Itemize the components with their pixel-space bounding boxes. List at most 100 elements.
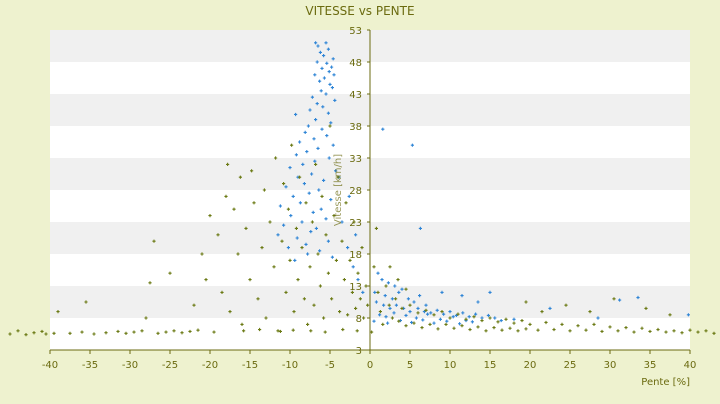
data-point — [336, 175, 340, 179]
y-axis-label: Vitesse [km/h] — [333, 154, 344, 226]
data-point — [476, 325, 480, 329]
data-point — [330, 255, 334, 259]
data-point — [148, 281, 152, 285]
data-point — [440, 290, 444, 294]
x-tick-label: 20 — [524, 360, 537, 371]
data-point — [226, 162, 230, 166]
data-point — [84, 300, 88, 304]
data-point — [456, 312, 460, 316]
data-point — [68, 331, 72, 335]
data-point — [327, 70, 331, 74]
data-point — [216, 233, 220, 237]
data-point — [592, 322, 596, 326]
data-point — [318, 249, 322, 253]
data-point — [356, 278, 360, 282]
data-point — [480, 318, 484, 323]
data-point — [325, 134, 329, 138]
data-point — [334, 258, 338, 262]
data-point — [164, 330, 168, 334]
data-point — [640, 326, 644, 330]
data-point — [512, 317, 516, 321]
data-point — [322, 178, 326, 182]
data-point — [252, 201, 256, 205]
data-point — [317, 188, 321, 192]
y-tick-label: 13 — [349, 282, 362, 293]
data-point — [204, 278, 208, 282]
data-point — [258, 327, 262, 332]
data-point — [250, 169, 254, 173]
data-point — [324, 233, 328, 237]
y-tick-label: 48 — [349, 58, 362, 69]
data-point — [361, 290, 365, 294]
data-point — [314, 226, 318, 230]
y-tick-label: 3 — [356, 346, 362, 357]
data-point — [636, 295, 640, 300]
data-point — [278, 204, 282, 208]
data-point — [172, 329, 176, 333]
data-point — [416, 306, 420, 310]
data-point — [500, 328, 504, 332]
data-point — [388, 306, 392, 310]
data-point — [300, 220, 304, 224]
data-point — [298, 140, 302, 144]
data-point — [291, 194, 295, 198]
data-point — [346, 246, 350, 250]
data-point — [326, 239, 330, 243]
data-point — [294, 153, 298, 157]
data-point — [524, 300, 528, 304]
data-point — [378, 310, 382, 314]
series-1 — [8, 124, 716, 337]
data-point — [286, 207, 290, 211]
data-point — [322, 54, 326, 58]
data-point — [378, 313, 382, 317]
data-point — [468, 327, 472, 332]
data-point — [320, 66, 324, 70]
data-point — [476, 300, 480, 304]
data-point — [308, 265, 312, 269]
y-tick-label: 23 — [349, 218, 362, 229]
data-point — [540, 310, 544, 314]
data-point — [340, 220, 344, 224]
data-point — [325, 61, 329, 65]
data-point — [435, 308, 439, 312]
data-point — [400, 306, 404, 310]
data-point — [388, 265, 392, 269]
data-point — [520, 318, 524, 323]
data-point — [451, 315, 455, 319]
data-point — [294, 112, 298, 117]
x-tick-label: 40 — [684, 360, 697, 371]
data-point — [467, 315, 471, 319]
data-point — [342, 278, 346, 282]
data-point — [124, 331, 128, 335]
data-point — [512, 321, 516, 325]
data-point — [316, 44, 320, 48]
data-point — [200, 252, 204, 256]
data-point — [319, 207, 323, 211]
data-point — [330, 297, 334, 301]
data-point — [460, 294, 464, 298]
data-point — [704, 329, 708, 333]
x-tick-label: -15 — [242, 360, 258, 371]
data-point — [212, 330, 216, 334]
data-point — [612, 297, 616, 301]
data-point — [390, 297, 394, 301]
data-point — [696, 330, 700, 334]
data-point — [224, 194, 228, 198]
data-point — [321, 105, 325, 109]
data-point — [236, 252, 240, 256]
data-point — [432, 313, 436, 317]
data-point — [307, 191, 311, 195]
data-point — [354, 233, 358, 237]
data-point — [496, 320, 500, 324]
data-point — [313, 73, 317, 77]
data-point — [334, 169, 338, 173]
data-point — [470, 320, 474, 324]
data-point — [56, 310, 60, 314]
data-point — [404, 324, 408, 328]
x-tick-label: -25 — [162, 360, 178, 371]
data-point — [552, 327, 556, 332]
x-tick-label: 35 — [644, 360, 657, 371]
data-point — [418, 226, 422, 230]
data-point — [268, 220, 272, 224]
data-point — [380, 278, 384, 282]
